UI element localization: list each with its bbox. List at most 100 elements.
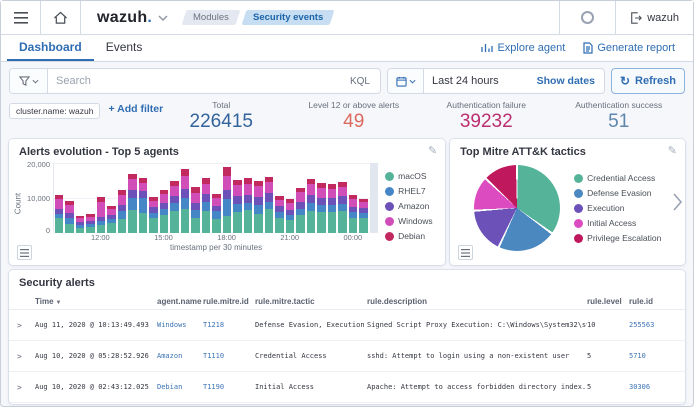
bar-segment[interactable] <box>233 185 242 196</box>
stacked-bar[interactable] <box>55 163 64 233</box>
bar-segment[interactable] <box>275 206 284 212</box>
bar-segment[interactable] <box>264 193 274 202</box>
wazuh-logo[interactable]: wazuh. <box>81 9 178 27</box>
expand-row-button[interactable]: > <box>17 320 22 330</box>
stacked-bar[interactable] <box>222 163 232 233</box>
column-rule-mitre-tactic[interactable]: rule.mitre.tactic <box>255 296 315 306</box>
bar-segment[interactable] <box>327 183 337 189</box>
add-filter-button[interactable]: + Add filter <box>108 103 164 115</box>
bar-segment[interactable] <box>201 194 211 202</box>
bar-segment[interactable] <box>138 198 148 214</box>
column-rule-description[interactable]: rule.description <box>367 296 428 306</box>
bar-segment[interactable] <box>201 210 211 233</box>
stacked-bar[interactable] <box>107 163 116 233</box>
stacked-bar[interactable] <box>359 163 368 233</box>
bar-segment[interactable] <box>170 203 179 211</box>
bar-segment[interactable] <box>180 189 190 198</box>
bar-segment[interactable] <box>180 175 190 190</box>
bar-segment[interactable] <box>149 217 158 233</box>
bar-segment[interactable] <box>159 209 169 215</box>
bar-segment[interactable] <box>191 187 200 193</box>
refresh-button[interactable]: ↻ Refresh <box>611 68 685 94</box>
bar-segment[interactable] <box>327 188 337 198</box>
bar-segment[interactable] <box>338 203 347 212</box>
stacked-bar[interactable] <box>275 163 284 233</box>
bar-segment[interactable] <box>86 227 95 233</box>
bar-segment[interactable] <box>96 202 106 218</box>
bar-segment[interactable] <box>254 180 263 187</box>
bar-segment[interactable] <box>306 184 316 195</box>
bar-segment[interactable] <box>338 182 347 187</box>
expand-row-button[interactable]: > <box>17 382 22 392</box>
menu-button[interactable] <box>1 1 41 34</box>
column-time[interactable]: Time ▼ <box>35 296 62 306</box>
bar-segment[interactable] <box>233 203 242 212</box>
bar-segment[interactable] <box>128 190 137 199</box>
bar-segment[interactable] <box>317 211 326 233</box>
bar-segment[interactable] <box>55 214 64 219</box>
stacked-bar[interactable] <box>149 163 158 233</box>
bar-segment[interactable] <box>75 222 85 226</box>
explore-agent-button[interactable]: Explore agent <box>481 42 565 54</box>
bar-segment[interactable] <box>191 202 200 211</box>
bar-segment[interactable] <box>55 198 64 209</box>
home-button[interactable] <box>41 1 81 34</box>
cell-rule-id[interactable]: 30306 <box>629 383 651 391</box>
bar-segment[interactable] <box>338 196 347 204</box>
bar-segment[interactable] <box>285 220 295 233</box>
bar-segment[interactable] <box>296 214 305 233</box>
show-dates-button[interactable]: Show dates <box>536 75 595 87</box>
expand-row-button[interactable]: > <box>17 351 22 361</box>
stacked-bar[interactable] <box>338 163 347 233</box>
bar-segment[interactable] <box>306 178 316 185</box>
bar-segment[interactable] <box>317 204 326 212</box>
generate-report-button[interactable]: Generate report <box>583 42 675 54</box>
bar-segment[interactable] <box>359 213 368 219</box>
bar-segment[interactable] <box>348 206 358 213</box>
bar-segment[interactable] <box>170 210 179 233</box>
stat-value[interactable]: 226415 <box>189 111 253 132</box>
bar-segment[interactable] <box>117 205 127 211</box>
bar-segment[interactable] <box>191 218 200 233</box>
legend-item-rhel7[interactable]: RHEL7 <box>385 186 437 196</box>
bar-segment[interactable] <box>264 209 274 233</box>
bar-segment[interactable] <box>327 197 337 205</box>
bar-segment[interactable] <box>149 212 158 218</box>
stacked-bar[interactable] <box>317 163 326 233</box>
stacked-bar[interactable] <box>75 163 85 233</box>
bar-segment[interactable] <box>212 198 221 206</box>
bar-segment[interactable] <box>243 184 253 196</box>
bar-segment[interactable] <box>348 212 358 218</box>
stacked-bar[interactable] <box>159 163 169 233</box>
bar-segment[interactable] <box>296 187 305 193</box>
bar-segment[interactable] <box>359 202 368 209</box>
bar-segment[interactable] <box>149 207 158 213</box>
bar-segment[interactable] <box>75 215 85 218</box>
column-rule-level[interactable]: rule.level <box>587 296 622 306</box>
legend-item-execution[interactable]: Execution <box>574 203 661 213</box>
bar-segment[interactable] <box>65 200 74 206</box>
bar-segment[interactable] <box>222 175 232 190</box>
stacked-bar[interactable] <box>264 163 274 233</box>
stacked-bar[interactable] <box>191 163 200 233</box>
date-quick-menu-button[interactable] <box>388 69 424 93</box>
legend-item-debian[interactable]: Debian <box>385 231 437 241</box>
stacked-bar[interactable] <box>212 163 221 233</box>
show-as-table-button[interactable] <box>17 245 32 260</box>
bar-segment[interactable] <box>180 208 190 233</box>
bar-segment[interactable] <box>233 195 242 204</box>
bar-segment[interactable] <box>96 221 106 225</box>
bar-segment[interactable] <box>264 177 274 183</box>
bar-segment[interactable] <box>117 189 127 196</box>
bar-segment[interactable] <box>222 215 232 233</box>
stacked-bar[interactable] <box>327 163 337 233</box>
bar-segment[interactable] <box>348 199 358 207</box>
bar-segment[interactable] <box>327 204 337 212</box>
bar-segment[interactable] <box>222 199 232 216</box>
bar-segment[interactable] <box>86 216 95 222</box>
bar-segment[interactable] <box>107 209 116 215</box>
bar-segment[interactable] <box>170 181 179 187</box>
bar-segment[interactable] <box>86 214 95 217</box>
tab-dashboard[interactable]: Dashboard <box>7 35 94 61</box>
bar-segment[interactable] <box>285 202 295 210</box>
